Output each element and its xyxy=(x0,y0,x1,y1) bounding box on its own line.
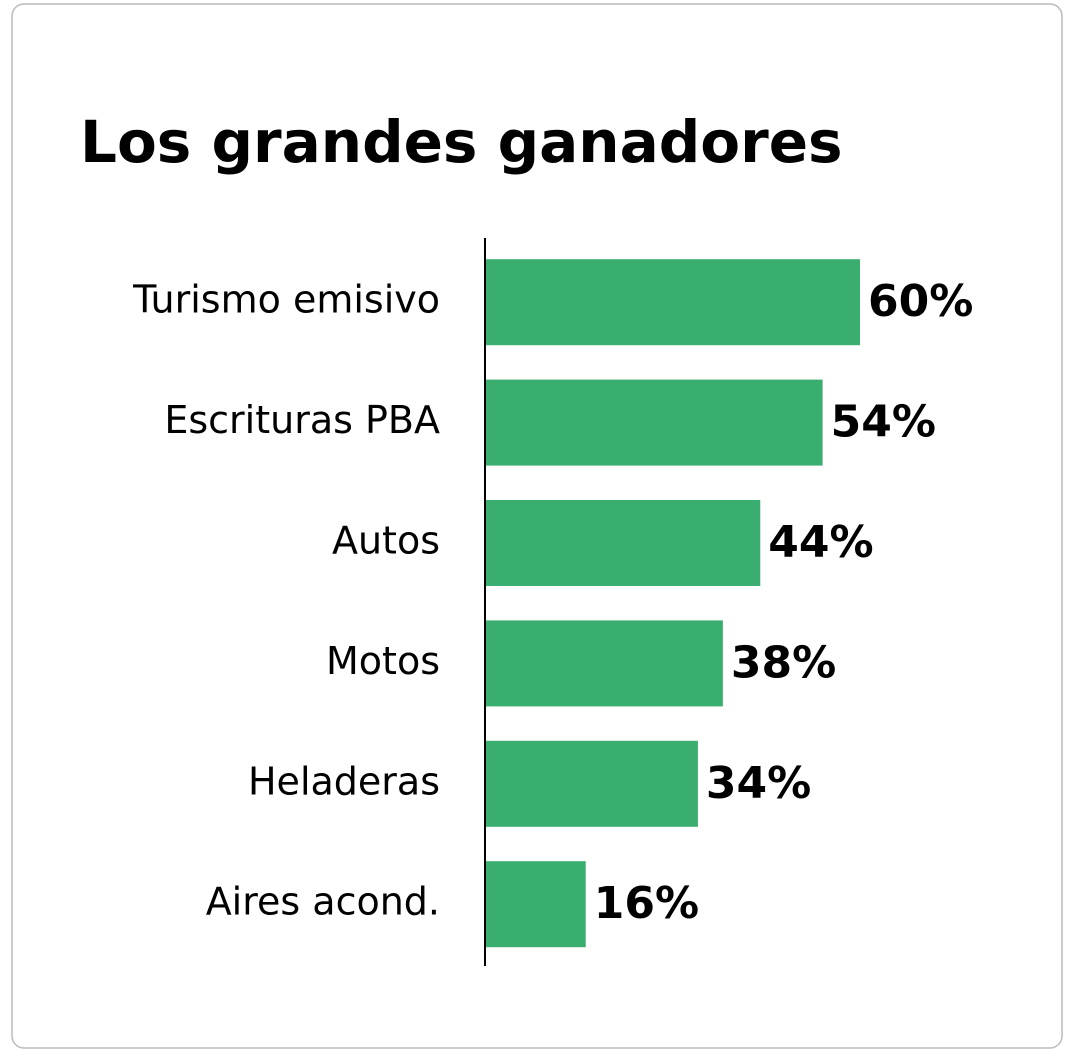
bar xyxy=(486,500,761,586)
value-label: 44% xyxy=(768,517,873,568)
bar xyxy=(486,259,860,346)
bar xyxy=(486,620,723,707)
bar xyxy=(486,740,698,827)
category-label: Aires acond. xyxy=(206,880,440,924)
value-label: 16% xyxy=(594,878,699,929)
value-label: 54% xyxy=(831,397,936,448)
value-label: 34% xyxy=(706,758,811,809)
category-label: Motos xyxy=(326,639,440,683)
category-label: Autos xyxy=(332,519,440,563)
bar xyxy=(486,861,586,948)
category-label: Escrituras PBA xyxy=(164,398,440,442)
value-label: 38% xyxy=(731,637,836,688)
chart-title: Los grandes ganadores xyxy=(80,108,843,176)
category-label: Heladeras xyxy=(248,759,440,803)
category-label: Turismo emisivo xyxy=(132,278,440,322)
bar xyxy=(486,379,823,466)
value-label: 60% xyxy=(868,276,973,327)
